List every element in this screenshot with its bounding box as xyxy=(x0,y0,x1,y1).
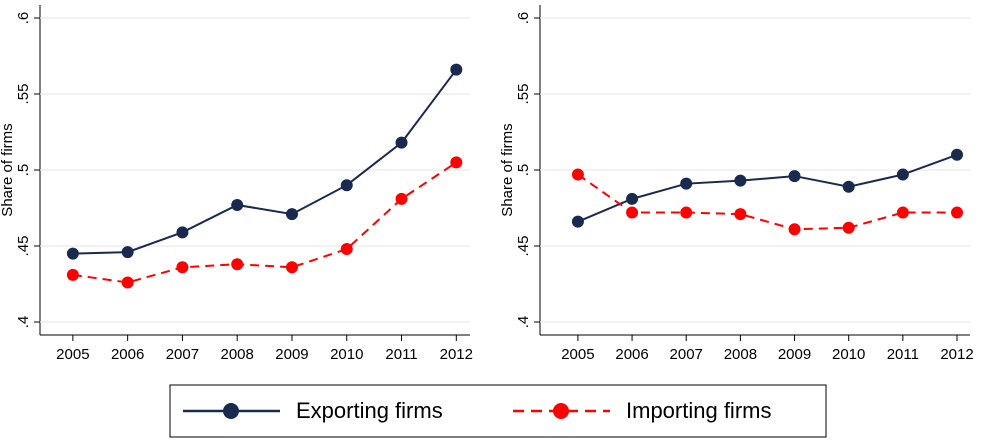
series-line xyxy=(72,69,458,255)
x-tick-label: 2009 xyxy=(275,346,308,363)
x-tick-label: 2009 xyxy=(778,346,811,363)
data-point xyxy=(626,206,639,219)
y-tick-label: .6 xyxy=(15,12,32,25)
y-tick-label: .45 xyxy=(515,236,532,257)
legend-marker xyxy=(223,403,239,419)
series-line xyxy=(577,173,958,231)
data-point xyxy=(788,170,801,183)
x-tick-label: 2010 xyxy=(330,346,363,363)
data-point xyxy=(680,206,693,219)
x-tick-label: 2007 xyxy=(166,346,199,363)
x-tick-label: 2010 xyxy=(832,346,865,363)
y-axis-title: Share of firms xyxy=(499,123,516,216)
data-point xyxy=(896,168,909,181)
data-point xyxy=(66,247,79,260)
data-point xyxy=(896,206,909,219)
data-point xyxy=(571,215,584,228)
x-tick-label: 2005 xyxy=(561,346,594,363)
y-tick-label: .5 xyxy=(515,164,532,177)
data-point xyxy=(121,246,134,259)
x-tick-label: 2007 xyxy=(670,346,703,363)
x-tick-label: 2005 xyxy=(56,346,89,363)
series-line xyxy=(72,161,457,284)
series-line xyxy=(577,153,958,223)
legend-label: Importing firms xyxy=(626,398,771,423)
data-point xyxy=(450,156,463,169)
data-point xyxy=(121,276,134,289)
y-tick-label: .55 xyxy=(15,84,32,105)
data-point xyxy=(842,221,855,234)
data-point xyxy=(734,208,747,221)
y-tick-label: .6 xyxy=(515,12,532,25)
x-tick-label: 2008 xyxy=(221,346,254,363)
y-tick-label: .5 xyxy=(15,164,32,177)
data-point xyxy=(285,261,298,274)
y-tick-label: .4 xyxy=(15,316,32,329)
y-tick-label: .4 xyxy=(515,316,532,329)
x-tick-label: 2006 xyxy=(111,346,144,363)
data-point xyxy=(571,168,584,181)
data-point xyxy=(680,177,693,190)
data-point xyxy=(340,179,353,192)
data-point xyxy=(842,180,855,193)
data-point xyxy=(951,206,964,219)
data-point xyxy=(395,192,408,205)
legend: Exporting firms Importing firms xyxy=(183,398,771,423)
data-point xyxy=(231,258,244,271)
data-point xyxy=(395,136,408,149)
x-tick-label: 2006 xyxy=(615,346,648,363)
y-axis-title: Share of firms xyxy=(0,123,16,216)
y-tick-label: .45 xyxy=(15,236,32,257)
y-tick-label: .55 xyxy=(515,84,532,105)
data-point xyxy=(450,63,463,76)
data-point xyxy=(176,261,189,274)
x-tick-label: 2008 xyxy=(724,346,757,363)
data-point xyxy=(626,192,639,205)
data-point xyxy=(734,174,747,187)
legend-marker xyxy=(553,403,569,419)
x-tick-label: 2011 xyxy=(887,346,919,363)
data-point xyxy=(66,268,79,281)
legend-label: Exporting firms xyxy=(296,398,443,423)
data-point xyxy=(951,148,964,161)
data-point xyxy=(285,208,298,221)
x-tick-label: 2012 xyxy=(940,346,973,363)
data-point xyxy=(340,243,353,256)
data-point xyxy=(176,226,189,239)
data-point xyxy=(788,223,801,236)
data-point xyxy=(231,198,244,211)
x-tick-label: 2012 xyxy=(440,346,473,363)
x-tick-label: 2011 xyxy=(385,346,417,363)
